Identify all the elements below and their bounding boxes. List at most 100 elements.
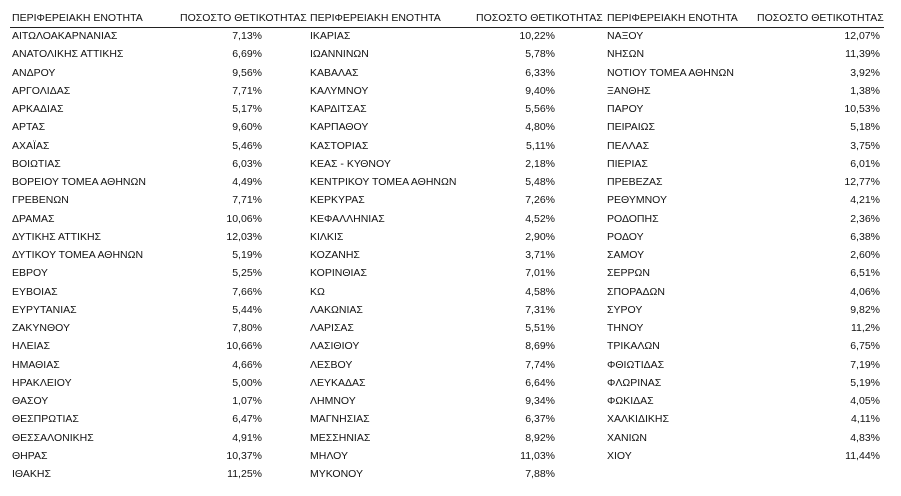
region-name: ΛΑΡΙΣΑΣ [310, 322, 354, 334]
region-name: ΓΡΕΒΕΝΩΝ [12, 194, 69, 207]
region-name: ΤΗΝΟΥ [607, 322, 644, 334]
positivity-rate: 1,07% [232, 395, 262, 407]
region-name: ΖΑΚΥΝΘΟΥ [12, 322, 71, 334]
column-header: ΠΟΣΟΣΤΟ ΘΕΤΙΚΟΤΗΤΑΣ [757, 12, 884, 24]
region-name: ΤΡΙΚΑΛΩΝ [607, 340, 660, 353]
region-name: ΑΧΑΪΑΣ [12, 139, 50, 152]
positivity-rate: 7,26% [525, 194, 555, 207]
positivity-rate: 8,69% [525, 340, 555, 353]
positivity-rate: 6,47% [232, 413, 262, 426]
region-name: ΛΕΥΚΑΔΑΣ [310, 376, 366, 389]
region-name: ΛΑΣΙΘΙΟΥ [310, 340, 360, 353]
region-name: ΦΩΚΙΔΑΣ [607, 395, 654, 407]
positivity-rate: 4,58% [525, 285, 555, 298]
positivity-rate: 6,51% [850, 267, 880, 280]
region-name: ΝΗΣΩΝ [607, 48, 645, 61]
positivity-rate: 4,80% [525, 121, 555, 134]
region-name: ΒΟΙΩΤΙΑΣ [12, 157, 61, 170]
positivity-rate: 5,19% [850, 376, 880, 389]
region-name: ΘΗΡΑΣ [12, 449, 48, 462]
positivity-rate: 3,71% [525, 249, 555, 261]
positivity-rate: 12,03% [226, 230, 262, 243]
region-name: ΣΥΡΟΥ [607, 303, 643, 316]
positivity-rate: 12,77% [844, 176, 880, 188]
positivity-rate: 7,80% [232, 322, 262, 334]
positivity-rate: 2,60% [850, 249, 880, 261]
region-name: ΡΟΔΟΥ [607, 230, 644, 243]
column-header: ΠΕΡΙΦΕΡΕΙΑΚΗ ΕΝΟΤΗΤΑ [607, 12, 738, 24]
positivity-rate: 11,44% [845, 449, 880, 462]
region-name: ΚΕΑΣ - ΚΥΘΝΟΥ [310, 157, 391, 170]
positivity-rate: 10,06% [226, 212, 262, 225]
positivity-rate: 6,75% [850, 340, 880, 353]
column-header: ΠΟΣΟΣΤΟ ΘΕΤΙΚΟΤΗΤΑΣ [476, 12, 603, 24]
region-name: ΙΚΑΡΙΑΣ [310, 30, 351, 42]
positivity-rate: 4,91% [232, 431, 262, 444]
region-name: ΠΙΕΡΙΑΣ [607, 157, 648, 170]
positivity-rate: 5,11% [526, 139, 555, 152]
region-name: ΛΕΣΒΟΥ [310, 358, 353, 371]
region-name: ΒΟΡΕΙΟΥ ΤΟΜΕΑ ΑΘΗΝΩΝ [12, 176, 146, 188]
positivity-rate: 9,34% [525, 395, 555, 407]
region-name: ΚΙΛΚΙΣ [310, 230, 344, 243]
region-name: ΑΝΔΡΟΥ [12, 66, 56, 79]
region-name: ΚΑΛΥΜΝΟΥ [310, 84, 369, 97]
positivity-rate: 11,2% [851, 322, 880, 334]
positivity-rate: 9,56% [232, 66, 262, 79]
positivity-rate: 5,44% [232, 303, 262, 316]
region-name: ΦΛΩΡΙΝΑΣ [607, 376, 662, 389]
region-name: ΕΥΒΟΙΑΣ [12, 285, 58, 298]
positivity-rate: 8,92% [525, 431, 555, 444]
region-name: ΘΕΣΣΑΛΟΝΙΚΗΣ [12, 431, 94, 444]
region-name: ΧΑΝΙΩΝ [607, 431, 647, 444]
region-name: ΑΙΤΩΛΟΑΚΑΡΝΑΝΙΑΣ [12, 30, 118, 42]
positivity-rate: 9,82% [850, 303, 880, 316]
positivity-rate: 3,92% [850, 66, 880, 79]
positivity-rate: 12,07% [844, 30, 880, 42]
positivity-rate: 2,18% [525, 157, 555, 170]
positivity-rate: 10,66% [226, 340, 262, 353]
positivity-rate: 5,25% [232, 267, 262, 280]
positivity-rate: 4,83% [850, 431, 880, 444]
region-name: ΠΕΙΡΑΙΩΣ [607, 121, 655, 134]
positivity-rate: 5,00% [232, 376, 262, 389]
positivity-rate: 6,01% [850, 157, 880, 170]
positivity-rate: 7,74% [525, 358, 555, 371]
column-header: ΠΕΡΙΦΕΡΕΙΑΚΗ ΕΝΟΤΗΤΑ [12, 12, 143, 24]
positivity-rate: 6,03% [232, 157, 262, 170]
region-name: ΗΛΕΙΑΣ [12, 340, 51, 353]
positivity-rate: 11,39% [845, 48, 880, 61]
positivity-rate: 10,37% [226, 449, 262, 462]
positivity-rate: 4,21% [850, 194, 880, 207]
region-name: ΧΙΟΥ [607, 449, 632, 462]
positivity-rate: 5,17% [232, 103, 262, 115]
region-name: ΜΗΛΟΥ [310, 449, 348, 462]
positivity-rate: 5,48% [525, 176, 555, 188]
region-name: ΔΥΤΙΚΟΥ ΤΟΜΕΑ ΑΘΗΝΩΝ [12, 249, 144, 261]
region-name: ΔΥΤΙΚΗΣ ΑΤΤΙΚΗΣ [12, 230, 102, 243]
positivity-rate: 6,69% [232, 48, 262, 61]
region-name: ΗΡΑΚΛΕΙΟΥ [12, 376, 72, 389]
positivity-rate: 7,19% [850, 358, 880, 371]
region-name: ΚΟΖΑΝΗΣ [310, 249, 360, 261]
column-header: ΠΕΡΙΦΕΡΕΙΑΚΗ ΕΝΟΤΗΤΑ [310, 12, 441, 24]
region-name: ΙΘΑΚΗΣ [12, 468, 51, 480]
positivity-rate: 7,31% [525, 303, 555, 316]
region-name: ΔΡΑΜΑΣ [12, 212, 55, 225]
region-name: ΠΡΕΒΕΖΑΣ [607, 176, 663, 188]
region-name: ΘΕΣΠΡΩΤΙΑΣ [12, 413, 79, 426]
region-name: ΛΑΚΩΝΙΑΣ [310, 303, 363, 316]
region-name: ΑΡΤΑΣ [12, 121, 46, 134]
region-name: ΜΕΣΣΗΝΙΑΣ [310, 431, 371, 444]
positivity-rate: 7,66% [232, 285, 262, 298]
region-name: ΞΑΝΘΗΣ [607, 84, 651, 97]
positivity-rate: 3,75% [850, 139, 880, 152]
region-name: ΧΑΛΚΙΔΙΚΗΣ [607, 413, 669, 426]
region-name: ΚΩ [310, 285, 325, 298]
region-name: ΚΕΦΑΛΛΗΝΙΑΣ [310, 212, 385, 225]
positivity-rate: 7,88% [525, 468, 555, 480]
positivity-rate: 5,19% [232, 249, 262, 261]
positivity-rate: 7,13% [232, 30, 262, 42]
positivity-rate: 4,11% [851, 413, 880, 426]
positivity-rate: 6,64% [525, 376, 555, 389]
